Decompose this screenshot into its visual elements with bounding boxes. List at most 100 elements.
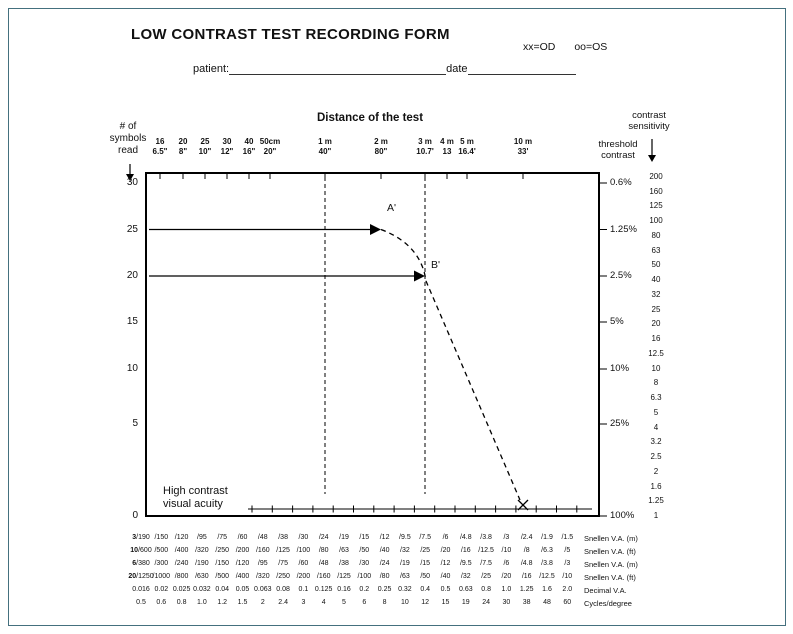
table-cell: /120: [174, 534, 189, 541]
table-row: 3/190/150/120/95/75/60/48/38/30/24/19/15…: [0, 534, 793, 547]
table-cell: /95: [257, 560, 268, 567]
distance-tick: 1 m 40": [307, 137, 343, 157]
table-cell: /9.5: [399, 534, 411, 541]
sensitivity-tick-label: 5: [653, 407, 659, 417]
table-cell: 5: [342, 599, 346, 606]
table-cell: 0.063: [254, 586, 272, 593]
sensitivity-tick-label: 12.5: [648, 348, 664, 358]
sensitivity-tick-label: 100: [649, 216, 663, 226]
point-label: A': [387, 201, 397, 214]
table-cell: /630: [195, 573, 209, 580]
table-cell: /125: [276, 547, 290, 554]
table-cell: /12.5: [478, 547, 494, 554]
table-cell: 0.25: [377, 586, 392, 593]
table-cell: /3.8: [541, 560, 553, 567]
table-cell: /12: [379, 534, 390, 541]
table-cell: /80: [379, 573, 390, 580]
table-cell: /200: [296, 573, 311, 580]
table-cell: /19: [400, 560, 410, 567]
table-cell: /150: [154, 534, 169, 541]
table-cell: /150: [215, 560, 229, 567]
table-cell: /95: [197, 534, 207, 541]
table-cell: /3: [503, 534, 510, 541]
distance-tick-imperial: 16.4': [458, 147, 476, 156]
table-cell: /500: [215, 573, 229, 580]
threshold-contrast-label: threshold contrast: [592, 139, 644, 161]
table-cell: /50: [359, 547, 370, 554]
date-label: date: [446, 63, 468, 75]
table-cell: /25: [420, 547, 431, 554]
point-label: B': [431, 259, 441, 271]
distance-tick-imperial: 10": [198, 147, 212, 156]
table-cell: /48: [257, 534, 268, 541]
sensitivity-tick-label: 40: [651, 275, 661, 285]
table-cell: /400: [235, 573, 250, 580]
table-cell: /8: [523, 547, 530, 554]
table-cell: /3.8: [480, 534, 492, 541]
date-input-line[interactable]: [467, 63, 576, 75]
distance-tick: 40 16": [231, 137, 267, 157]
table-cell: /500: [154, 547, 169, 554]
table-cell: 2.4: [278, 599, 288, 606]
table-cell: 0.5: [440, 586, 451, 593]
table-cell: /20: [440, 547, 451, 554]
table-unit-label: Snellen V.A. (ft): [584, 573, 636, 582]
table-cell: 0.8: [481, 586, 491, 593]
table-cell: /3: [564, 560, 571, 567]
table-unit-label: Snellen V.A. (m): [584, 560, 638, 569]
distance-tick-metric: 10 m: [513, 137, 533, 146]
symbols-axis-label-line3: read: [117, 145, 138, 156]
threshold-tick-label: 0.6%: [610, 177, 632, 188]
table-unit-label: Cycles/degree: [584, 599, 632, 608]
table-cell: /19: [339, 534, 349, 541]
table-unit-label: Decimal V.A.: [584, 586, 627, 595]
threshold-contrast-label-line2: contrast: [601, 150, 635, 161]
table-unit-label: Snellen V.A. (m): [584, 534, 638, 543]
threshold-tick-label: 25%: [610, 418, 630, 429]
table-cell: /10: [562, 573, 573, 580]
table-cell: 1.2: [217, 599, 228, 606]
sensitivity-tick-label: 3.2: [650, 437, 662, 447]
eye-code-legend: xx=OD oo=OS: [523, 41, 607, 53]
table-cell: /10: [501, 547, 512, 554]
table-cell: 0.2: [359, 586, 370, 593]
table-cell: 30: [502, 599, 511, 606]
symbols-axis-label-line1: # of: [119, 121, 137, 132]
patient-input-line[interactable]: [229, 63, 447, 75]
distance-tick: 5 m 16.4': [449, 137, 485, 157]
table-cell: 0.125: [314, 586, 333, 593]
table-cell: /160: [316, 573, 331, 580]
table-cell: /15: [420, 560, 431, 567]
table-cell: /25: [481, 573, 491, 580]
table-cell: /6: [503, 560, 510, 567]
distance-axis-title: Distance of the test: [316, 112, 424, 124]
table-cell: /200: [235, 547, 250, 554]
table-cell: 1.6: [542, 586, 552, 593]
table-cell: 60: [563, 599, 572, 606]
table-cell: 1.0: [197, 599, 207, 606]
form-title: LOW CONTRAST TEST RECORDING FORM: [131, 26, 450, 43]
table-cell: 0.04: [215, 586, 229, 593]
distance-tick-metric: 50cm: [259, 137, 281, 146]
distance-tick: 25 10": [187, 137, 223, 157]
distance-tick-imperial: 6.5": [152, 147, 168, 156]
table-cell: /4.8: [459, 534, 472, 541]
sensitivity-tick-label: 25: [651, 304, 661, 314]
y-tick-label: 25: [126, 223, 138, 235]
table-cell: /24: [318, 534, 329, 541]
table-cell: /7.5: [419, 534, 432, 541]
distance-tick-imperial: 80": [374, 147, 388, 156]
threshold-tick-label: 5%: [610, 316, 624, 327]
threshold-tick-label: 10%: [610, 363, 630, 374]
table-cell: /1.5: [561, 534, 574, 541]
table-cell: /63: [400, 573, 410, 580]
table-cell: /800: [174, 573, 189, 580]
table-cell: /1000: [152, 573, 171, 580]
table-cell: 0.05: [235, 586, 250, 593]
distance-tick-imperial: 16": [242, 147, 256, 156]
od-code-label: xx=OD: [523, 41, 556, 53]
table-cell: 0.16: [337, 586, 351, 593]
table-cell: /48: [318, 560, 329, 567]
table-cell: 3/190: [132, 534, 150, 541]
table-cell: 0.016: [132, 586, 150, 593]
